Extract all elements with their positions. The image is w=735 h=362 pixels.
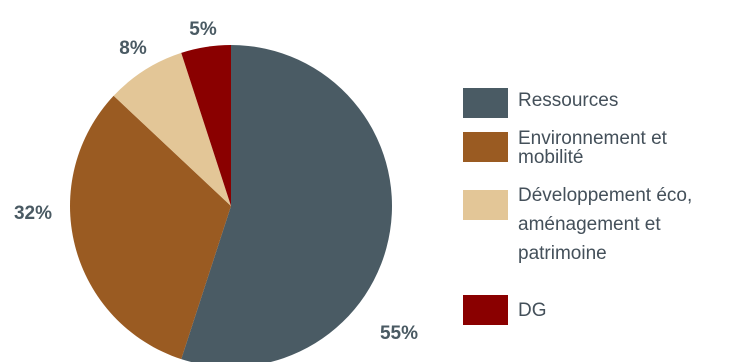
legend-label-dg: DG <box>518 300 547 321</box>
legend-swatch-environnement <box>463 132 508 162</box>
legend-swatch-ressources <box>463 88 508 118</box>
data-label-developpement: 8% <box>119 38 147 59</box>
pie-slice-ressources <box>181 45 392 362</box>
legend-swatch-dg <box>463 295 508 325</box>
pie-slice-environnement <box>69 95 231 360</box>
legend-label-environnement: Environnement et mobilité <box>518 128 667 168</box>
pie-slice-dg <box>181 45 231 206</box>
pie-chart: 55% 32% 8% 5% <box>14 19 418 362</box>
legend-swatch-developpement <box>463 190 508 220</box>
data-label-ressources: 55% <box>380 323 418 344</box>
legend-label-developpement: Développement éco, aménagement et patrim… <box>518 185 693 264</box>
data-label-dg: 5% <box>189 19 217 40</box>
pie-slice-developpement <box>113 52 231 207</box>
legend-label-ressources: Ressources <box>518 90 619 111</box>
data-label-environnement: 32% <box>14 203 52 224</box>
